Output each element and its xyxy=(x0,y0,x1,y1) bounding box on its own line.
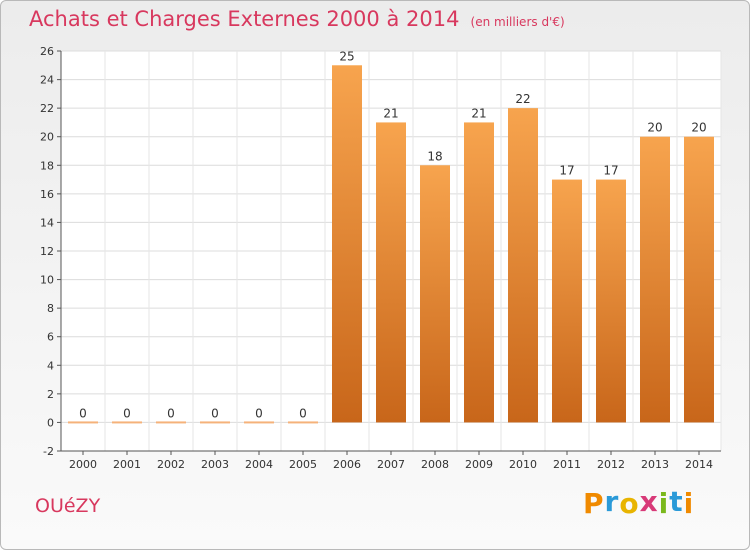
data-label: 25 xyxy=(339,49,354,63)
logo-letter: t xyxy=(669,485,684,518)
bar xyxy=(112,421,142,424)
y-tick-label: 18 xyxy=(40,159,54,172)
y-tick-label: 24 xyxy=(40,74,54,87)
x-tick-label: 2014 xyxy=(685,458,713,471)
logo-letter: x xyxy=(639,485,659,518)
title-block: Achats et Charges Externes 2000 à 2014 (… xyxy=(29,7,565,31)
y-tick-label: 22 xyxy=(40,102,54,115)
data-label: 22 xyxy=(515,92,530,106)
bar xyxy=(156,421,186,424)
data-label: 20 xyxy=(647,121,662,135)
data-label: 0 xyxy=(299,406,307,420)
y-tick-label: -2 xyxy=(43,445,54,458)
bar xyxy=(200,421,230,424)
x-tick-label: 2013 xyxy=(641,458,669,471)
y-tick-label: 20 xyxy=(40,131,54,144)
logo-letter: P xyxy=(583,487,605,520)
x-tick-label: 2006 xyxy=(333,458,361,471)
y-tick-label: 4 xyxy=(47,359,54,372)
y-tick-label: 2 xyxy=(47,388,54,401)
data-label: 21 xyxy=(383,106,398,120)
bar xyxy=(464,122,494,423)
bar xyxy=(596,179,626,423)
x-tick-label: 2000 xyxy=(69,458,97,471)
bar xyxy=(68,421,98,424)
x-tick-label: 2009 xyxy=(465,458,493,471)
bar xyxy=(288,421,318,424)
x-tick-label: 2004 xyxy=(245,458,273,471)
x-tick-label: 2001 xyxy=(113,458,141,471)
data-label: 0 xyxy=(255,406,263,420)
y-tick-label: 8 xyxy=(47,302,54,315)
y-tick-label: 12 xyxy=(40,245,54,258)
proxiti-logo: Proxiti xyxy=(583,485,695,520)
logo-letter: i xyxy=(683,487,695,520)
y-tick-label: 0 xyxy=(47,416,54,429)
logo-letter: o xyxy=(619,487,640,520)
data-label: 0 xyxy=(167,406,175,420)
x-tick-label: 2002 xyxy=(157,458,185,471)
y-tick-label: 14 xyxy=(40,216,54,229)
x-tick-label: 2003 xyxy=(201,458,229,471)
data-label: 0 xyxy=(211,406,219,420)
data-label: 21 xyxy=(471,106,486,120)
data-label: 0 xyxy=(79,406,87,420)
x-tick-label: 2011 xyxy=(553,458,581,471)
x-tick-label: 2005 xyxy=(289,458,317,471)
x-tick-label: 2012 xyxy=(597,458,625,471)
y-tick-label: 26 xyxy=(40,45,54,58)
x-tick-label: 2010 xyxy=(509,458,537,471)
logo-letter: r xyxy=(604,485,620,518)
bar xyxy=(332,65,362,423)
y-tick-label: 6 xyxy=(47,331,54,344)
y-tick-label: 16 xyxy=(40,188,54,201)
bar xyxy=(244,421,274,424)
data-label: 20 xyxy=(691,121,706,135)
x-tick-label: 2008 xyxy=(421,458,449,471)
x-tick-label: 2007 xyxy=(377,458,405,471)
bar xyxy=(508,108,538,423)
bar xyxy=(684,136,714,423)
bar xyxy=(420,165,450,423)
data-label: 0 xyxy=(123,406,131,420)
data-label: 17 xyxy=(559,164,574,178)
data-label: 18 xyxy=(427,149,442,163)
data-label: 17 xyxy=(603,164,618,178)
bar xyxy=(552,179,582,423)
bar xyxy=(376,122,406,423)
chart-title: Achats et Charges Externes 2000 à 2014 xyxy=(29,7,460,31)
commune-name: OUéZY xyxy=(35,495,101,517)
chart-subtitle: (en milliers d'€) xyxy=(470,15,565,29)
y-tick-label: 10 xyxy=(40,274,54,287)
bar xyxy=(640,136,670,423)
logo-letter: i xyxy=(658,487,670,520)
